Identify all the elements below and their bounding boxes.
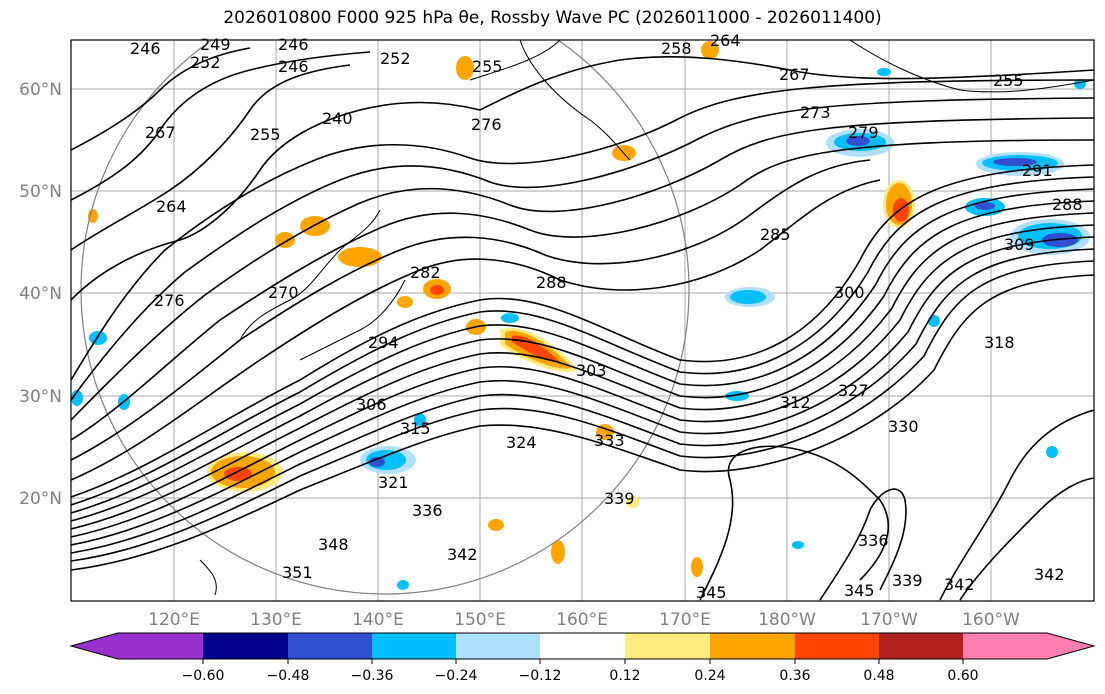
colorbar-swatch bbox=[795, 633, 879, 659]
contour-label: 264 bbox=[710, 31, 741, 50]
contour-label: 258 bbox=[661, 39, 692, 58]
contour-label: 306 bbox=[356, 395, 387, 414]
lon-tick-label: 170°W bbox=[860, 610, 918, 630]
lon-tick-label: 130°E bbox=[250, 610, 302, 630]
contour-label: 276 bbox=[471, 115, 502, 134]
lat-tick-label: 50°N bbox=[19, 182, 62, 202]
lon-tick-label: 160°E bbox=[556, 610, 608, 630]
contour-label: 282 bbox=[410, 263, 441, 282]
lat-tick-label: 60°N bbox=[19, 80, 62, 100]
contour-label: 342 bbox=[447, 545, 478, 564]
colorbar-tick-label: −0.12 bbox=[519, 668, 562, 684]
colorbar-tick-label: 0.48 bbox=[863, 668, 894, 684]
contour-label: 327 bbox=[838, 381, 869, 400]
contour-label: 315 bbox=[400, 419, 431, 438]
lat-tick-label: 30°N bbox=[19, 387, 62, 407]
colorbar-swatch bbox=[372, 633, 456, 659]
colorbar-swatch bbox=[288, 633, 372, 659]
contour-label: 264 bbox=[156, 197, 187, 216]
contour-label: 294 bbox=[368, 333, 399, 352]
contour-label: 249 bbox=[200, 35, 231, 54]
colorbar-swatch bbox=[963, 633, 1047, 659]
colorbar-tick-label: −0.36 bbox=[351, 668, 394, 684]
colorbar-swatch bbox=[203, 633, 288, 659]
lon-tick-label: 120°E bbox=[148, 610, 200, 630]
contour-label: 252 bbox=[190, 53, 221, 72]
contour-label: 345 bbox=[696, 583, 727, 602]
contour-label: 276 bbox=[154, 291, 185, 310]
lon-tick-label: 150°E bbox=[454, 610, 506, 630]
contour-label: 330 bbox=[888, 417, 919, 436]
colorbar-tick-label: 0.24 bbox=[694, 668, 725, 684]
anomaly-shading bbox=[71, 41, 1090, 590]
colorbar-tick-label: 0.36 bbox=[779, 668, 810, 684]
colorbar: −0.60 −0.48 −0.36 −0.24 −0.12 0.12 0.24 … bbox=[69, 632, 1096, 684]
contour-label: 246 bbox=[278, 57, 309, 76]
contour-label: 312 bbox=[780, 393, 811, 412]
colorbar-swatch bbox=[625, 633, 710, 659]
contour-label: 252 bbox=[380, 49, 411, 68]
contour-label: 279 bbox=[848, 123, 879, 142]
contour-label: 255 bbox=[993, 71, 1024, 90]
lat-tick-labels: 60°N 50°N 40°N 30°N 20°N bbox=[19, 80, 62, 509]
contour-label: 324 bbox=[506, 433, 537, 452]
contour-label: 285 bbox=[760, 225, 791, 244]
contour-label: 351 bbox=[282, 563, 313, 582]
contour-label: 291 bbox=[1022, 161, 1053, 180]
lon-tick-label: 140°E bbox=[352, 610, 404, 630]
coastlines bbox=[199, 40, 1094, 596]
contour-label: 339 bbox=[892, 571, 923, 590]
colorbar-outline bbox=[69, 632, 1096, 660]
contour-label: 348 bbox=[318, 535, 349, 554]
contour-label: 336 bbox=[858, 531, 889, 550]
map-title: 2026010800 F000 925 hPa θe, Rossby Wave … bbox=[223, 8, 882, 28]
theta-e-contours bbox=[71, 47, 1094, 601]
colorbar-swatch bbox=[118, 633, 203, 659]
contour-label: 273 bbox=[800, 103, 831, 122]
contour-label: 303 bbox=[576, 361, 607, 380]
colorbar-swatch bbox=[540, 633, 625, 659]
contour-label: 342 bbox=[1034, 565, 1065, 584]
map-frame bbox=[70, 39, 1095, 602]
colorbar-tick-label: 0.60 bbox=[947, 668, 978, 684]
colorbar-ticks bbox=[202, 659, 964, 664]
contour-label: 318 bbox=[984, 333, 1015, 352]
contour-label: 288 bbox=[1052, 195, 1083, 214]
lat-tick-label: 20°N bbox=[19, 489, 62, 509]
colorbar-swatch bbox=[71, 633, 118, 659]
contour-label: 255 bbox=[472, 57, 503, 76]
colorbar-swatch bbox=[456, 633, 540, 659]
colorbar-tick-label: −0.24 bbox=[435, 668, 478, 684]
lat-tick-label: 40°N bbox=[19, 284, 62, 304]
contour-label: 246 bbox=[130, 39, 161, 58]
lon-tick-label: 160°W bbox=[962, 610, 1020, 630]
colorbar-swatch bbox=[1047, 633, 1094, 659]
contour-label: 300 bbox=[834, 283, 865, 302]
colorbar-swatch bbox=[879, 633, 963, 659]
lon-tick-label: 170°E bbox=[659, 610, 711, 630]
colorbar-swatch bbox=[710, 633, 795, 659]
contour-label: 267 bbox=[779, 65, 810, 84]
contour-label: 255 bbox=[250, 125, 281, 144]
contour-label: 240 bbox=[322, 109, 353, 128]
colorbar-tick-label: −0.48 bbox=[267, 668, 310, 684]
contour-label: 321 bbox=[378, 473, 409, 492]
contour-label: 336 bbox=[412, 501, 443, 520]
contour-label: 339 bbox=[604, 489, 635, 508]
lon-tick-label: 180°W bbox=[758, 610, 816, 630]
contour-label: 333 bbox=[594, 431, 625, 450]
contour-label: 309 bbox=[1004, 235, 1035, 254]
contour-label: 342 bbox=[944, 575, 975, 594]
contour-label: 246 bbox=[278, 35, 309, 54]
contour-label: 288 bbox=[536, 273, 567, 292]
contour-label: 345 bbox=[844, 581, 875, 600]
colorbar-tick-label: −0.60 bbox=[182, 668, 225, 684]
contour-labels: 246 249 252 246 246 252 255 258 264 267 … bbox=[130, 31, 1083, 602]
lon-tick-labels: 120°E 130°E 140°E 150°E 160°E 170°E 180°… bbox=[148, 610, 1020, 630]
colorbar-tick-label: 0.12 bbox=[609, 668, 640, 684]
contour-label: 267 bbox=[145, 123, 176, 142]
contour-label: 270 bbox=[268, 283, 299, 302]
